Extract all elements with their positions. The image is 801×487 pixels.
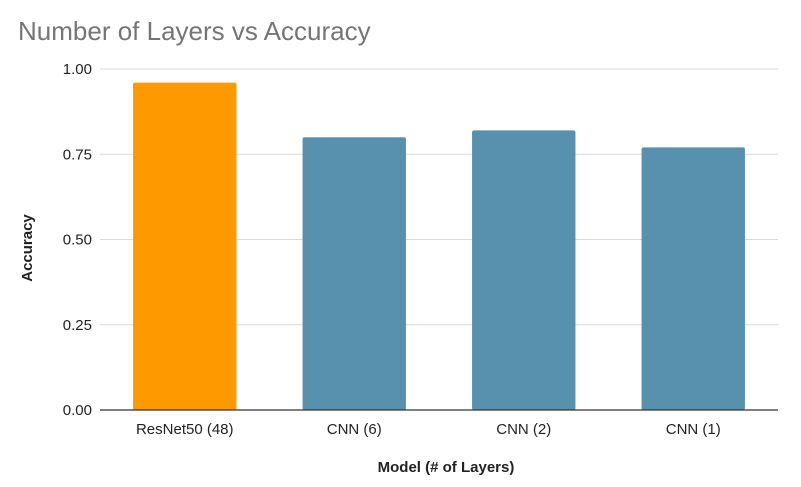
x-axis-ticks: ResNet50 (48) CNN (6) CNN (2) CNN (1) — [136, 421, 721, 438]
y-tick-label: 0.50 — [63, 232, 92, 249]
chart-title: Number of Layers vs Accuracy — [18, 16, 371, 46]
y-tick-label: 0.25 — [63, 317, 92, 334]
y-tick-label: 0.00 — [63, 402, 92, 419]
bar — [641, 147, 745, 410]
x-tick-label: CNN (1) — [666, 421, 721, 438]
y-axis-ticks: 0.00 0.25 0.50 0.75 1.00 — [63, 61, 92, 419]
x-tick-label: CNN (6) — [327, 421, 382, 438]
x-tick-label: CNN (2) — [496, 421, 551, 438]
x-tick-label: ResNet50 (48) — [136, 421, 234, 438]
bar — [133, 82, 237, 410]
x-axis-title: Model (# of Layers) — [378, 459, 515, 476]
y-tick-label: 0.75 — [63, 146, 92, 163]
y-tick-label: 1.00 — [63, 61, 92, 78]
bar — [472, 130, 576, 410]
bar — [302, 137, 406, 410]
bars — [133, 82, 745, 410]
y-axis-title: Accuracy — [19, 214, 36, 282]
